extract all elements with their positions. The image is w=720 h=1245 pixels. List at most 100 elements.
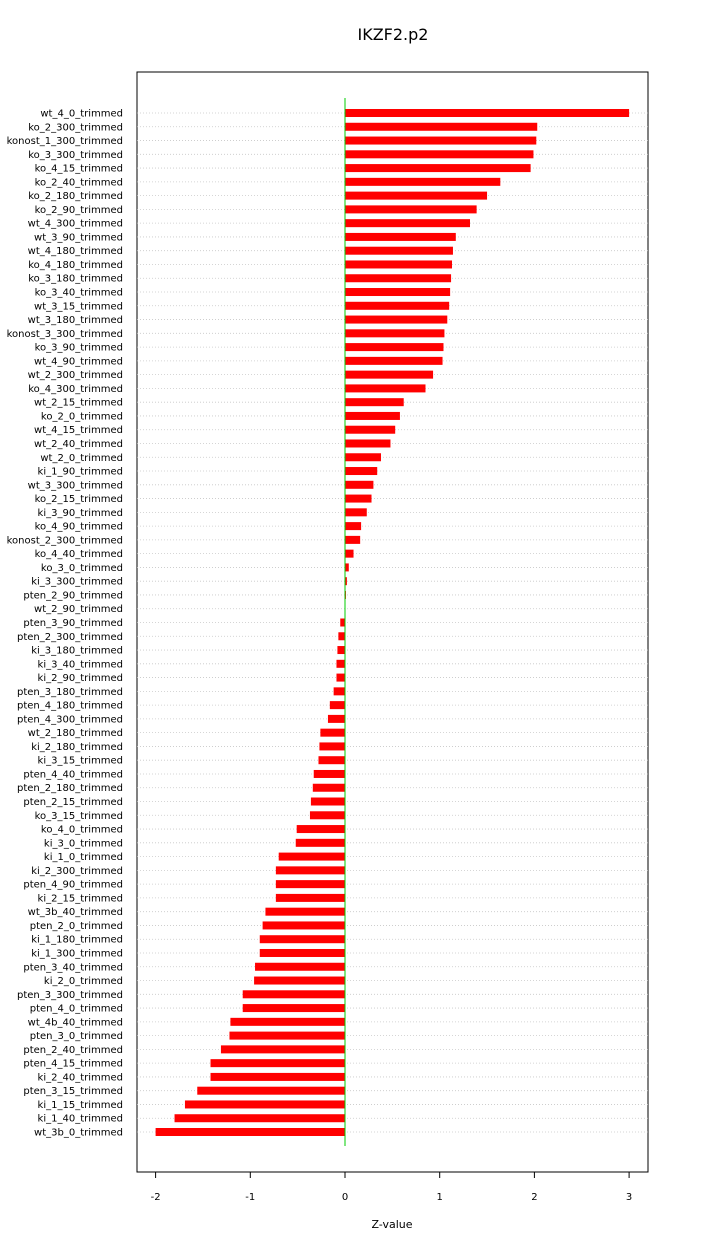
category-label: ko_3_180_trimmed [28,274,123,285]
x-tick-label: -1 [245,1192,255,1203]
category-label: ko_3_40_trimmed [35,288,123,299]
category-label: konost_2_300_trimmed [7,535,123,546]
category-label: ko_4_300_trimmed [28,384,123,395]
category-label: ki_2_15_trimmed [38,893,123,904]
bar [345,136,537,145]
category-label: wt_3_300_trimmed [28,480,123,491]
bar [262,921,345,930]
category-label: ko_4_40_trimmed [35,549,123,560]
category-labels: wt_4_0_trimmed ko_2_300_trimmed konost_1_3… [7,109,123,1139]
category-label: pten_3_300_trimmed [17,990,123,1001]
category-label: ki_1_300_trimmed [31,948,123,959]
x-tick-label: 0 [342,1192,348,1203]
bar [345,301,450,310]
bar [329,701,345,710]
category-label: wt_2_180_trimmed [28,728,123,739]
bar [220,1045,345,1054]
bar [309,811,345,820]
bar [338,632,345,641]
bar [295,838,345,847]
category-label: pten_2_15_trimmed [23,797,123,808]
bar [312,783,345,792]
category-label: ki_3_180_trimmed [31,646,123,657]
category-label: ko_2_40_trimmed [35,177,123,188]
bar [345,563,349,572]
category-label: ki_1_90_trimmed [38,467,123,478]
bar [345,288,451,297]
bars [155,109,630,1136]
category-label: pten_2_0_trimmed [30,921,123,932]
bar [345,467,378,476]
bar [345,274,452,283]
category-label: wt_4_300_trimmed [28,219,123,230]
bar [345,246,453,255]
category-label: pten_3_180_trimmed [17,687,123,698]
category-label: pten_4_180_trimmed [17,701,123,712]
category-label: wt_4_180_trimmed [28,246,123,257]
bar [327,714,345,723]
category-label: wt_4_0_trimmed [40,109,123,120]
bar [345,315,448,324]
category-label: ki_1_15_trimmed [38,1100,123,1111]
bar [336,673,345,682]
bar [155,1128,345,1136]
category-label: ko_4_90_trimmed [35,522,123,533]
bar [345,549,354,558]
category-label: wt_2_40_trimmed [34,439,123,450]
category-label: ko_2_180_trimmed [28,191,123,202]
bar [210,1072,345,1081]
category-label: pten_4_0_trimmed [30,1004,123,1015]
bar [319,742,345,751]
category-label: ko_2_90_trimmed [35,205,123,216]
category-label: pten_4_15_trimmed [23,1059,123,1070]
bar [265,907,345,916]
bar [345,122,538,131]
category-label: pten_3_40_trimmed [23,962,123,973]
bar [345,480,374,489]
category-label: ko_4_180_trimmed [28,260,123,271]
category-label: ki_1_40_trimmed [38,1114,123,1125]
bar [345,522,362,531]
bar [345,343,444,352]
bar [345,219,471,228]
bar [259,948,345,957]
bar [255,962,345,971]
bar [318,756,345,765]
category-label: pten_2_40_trimmed [23,1045,123,1056]
bar [345,177,501,186]
category-label: pten_3_90_trimmed [23,618,123,629]
bar [345,205,477,214]
bar [337,646,345,655]
bar [345,398,404,407]
category-label: wt_3_180_trimmed [28,315,123,326]
x-tick-label: 1 [437,1192,443,1203]
category-label: ko_2_0_trimmed [41,411,123,422]
bar [345,411,400,420]
category-label: ki_2_180_trimmed [31,742,123,753]
bar [230,1017,345,1026]
category-label: pten_4_300_trimmed [17,714,123,725]
category-label: ko_4_0_trimmed [41,825,123,836]
category-label: wt_3_90_trimmed [34,232,123,243]
category-label: ki_3_15_trimmed [38,756,123,767]
category-label: wt_2_300_trimmed [28,370,123,381]
category-label: wt_2_0_trimmed [40,453,123,464]
bar [275,866,345,875]
bar [345,356,443,365]
bar [345,494,372,503]
bar [333,687,345,696]
category-label: ki_2_0_trimmed [44,976,123,987]
bar [345,384,426,393]
category-label: pten_3_0_trimmed [30,1031,123,1042]
bar [197,1086,345,1095]
category-label: ki_3_40_trimmed [38,659,123,670]
bar [296,825,345,834]
bar [345,453,381,462]
category-label: konost_1_300_trimmed [7,136,123,147]
bar [345,577,347,586]
bar [345,439,391,448]
category-label: ki_2_90_trimmed [38,673,123,684]
bar [210,1059,345,1068]
category-label: pten_2_90_trimmed [23,590,123,601]
